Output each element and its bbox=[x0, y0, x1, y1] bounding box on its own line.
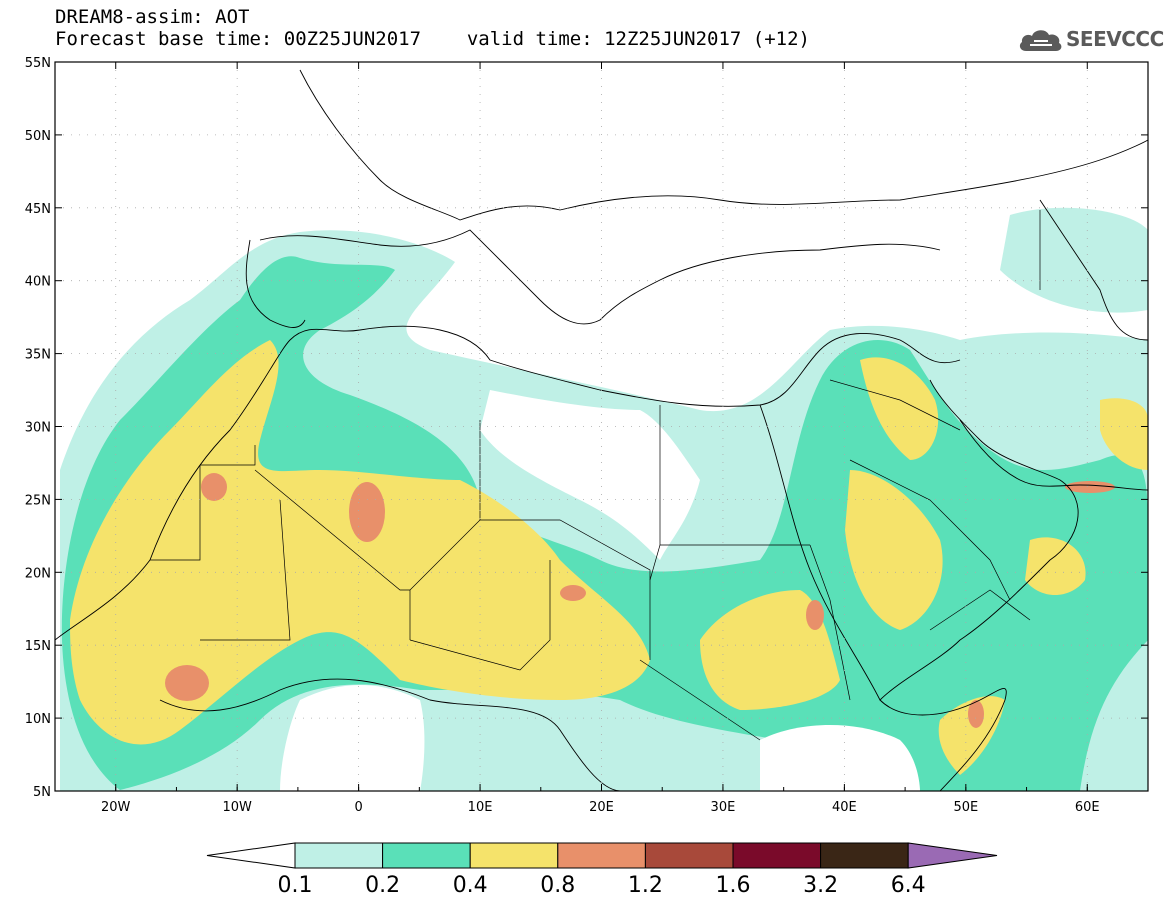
lon-tick-label: 40E bbox=[832, 800, 857, 815]
lat-tick-label: 25N bbox=[25, 493, 51, 508]
valid-time: valid time: 12Z25JUN2017 (+12) bbox=[466, 28, 810, 50]
colorbar-level-label: 6.4 bbox=[891, 873, 926, 898]
aot-shading bbox=[60, 207, 1148, 791]
coastlines bbox=[55, 69, 1148, 791]
colorbar-level-label: 0.1 bbox=[278, 873, 313, 898]
colorbar-level-label: 0.8 bbox=[540, 873, 575, 898]
cloud-icon bbox=[1019, 30, 1062, 51]
aot-band-0.8-mali bbox=[349, 482, 385, 542]
colorbar-level-label: 1.6 bbox=[716, 873, 751, 898]
aot-colorbar: 0.1 0.2 0.4 0.8 1.2 1.6 3.2 6.4 bbox=[206, 842, 998, 898]
colorbar-level-label: 3.2 bbox=[803, 873, 838, 898]
aot-band-0.4-somalia bbox=[938, 696, 1005, 775]
aot-band-0.8-somalia bbox=[968, 700, 984, 728]
lon-tick-label: 60E bbox=[1075, 800, 1100, 815]
borders bbox=[150, 210, 1041, 741]
aot-band-0.4-iraq bbox=[860, 357, 939, 460]
lat-tick-label: 50N bbox=[25, 129, 51, 144]
lat-tick-label: 15N bbox=[25, 639, 51, 654]
colorbar-swatch bbox=[382, 842, 471, 869]
colorbar-swatch bbox=[644, 842, 734, 869]
colorbar-swatch bbox=[732, 842, 822, 869]
colorbar-swatch bbox=[469, 842, 559, 869]
aot-band-0.8-eritrea bbox=[806, 600, 824, 630]
logo-text: SEEVCCC bbox=[1066, 27, 1164, 51]
colorbar-over-arrow bbox=[907, 842, 998, 869]
lat-tick-label: 5N bbox=[33, 785, 51, 800]
colorbar-swatch bbox=[294, 842, 384, 869]
map-axes: 55N 50N 45N 40N 35N 30N 25N 20N 15N 10N 5N 20W 10W 0 1… bbox=[25, 56, 1149, 815]
aot-clear-sahel bbox=[280, 685, 425, 791]
aot-band-0.8-guinea bbox=[165, 665, 209, 701]
aot-band-0.8-iran bbox=[1065, 481, 1115, 493]
forecast-base-time: Forecast base time: 00Z25JUN2017 bbox=[55, 28, 422, 50]
lon-tick-label: 20E bbox=[589, 800, 614, 815]
aot-band-0.1-caspian bbox=[1000, 207, 1148, 313]
lon-tick-label: 0 bbox=[354, 800, 362, 815]
title-line1: DREAM8-assim: AOT bbox=[55, 6, 250, 28]
colorbar-level-label: 1.2 bbox=[628, 873, 663, 898]
lat-tick-label: 40N bbox=[25, 275, 51, 290]
lon-tick-label: 10W bbox=[222, 800, 252, 815]
colorbar-swatch bbox=[820, 842, 909, 869]
aot-clear-eastafrica bbox=[760, 725, 920, 791]
colorbar-swatch bbox=[557, 842, 646, 869]
lat-tick-label: 30N bbox=[25, 421, 51, 436]
colorbar-under-arrow bbox=[206, 842, 296, 869]
lat-tick-label: 45N bbox=[25, 202, 51, 217]
lon-tick-label: 10E bbox=[468, 800, 493, 815]
lat-tick-label: 35N bbox=[25, 348, 51, 363]
aot-band-0.8-chad bbox=[560, 585, 586, 601]
lon-tick-label: 20W bbox=[101, 800, 131, 815]
lat-tick-label: 10N bbox=[25, 712, 51, 727]
lat-tick-label: 20N bbox=[25, 566, 51, 581]
lon-tick-label: 30E bbox=[711, 800, 736, 815]
lat-tick-label: 55N bbox=[25, 56, 51, 71]
aot-band-0.4-iran bbox=[1100, 398, 1148, 470]
aot-band-0.4-sudan bbox=[700, 590, 840, 710]
aot-band-0.8-sahara bbox=[201, 473, 227, 501]
map-title: DREAM8-assim: AOT Forecast base time: 00… bbox=[55, 6, 810, 50]
aot-band-0.4-arabia bbox=[845, 470, 943, 630]
seevccc-logo: SEEVCCC bbox=[1018, 22, 1164, 58]
aot-band-0.4-west bbox=[70, 340, 650, 745]
aot-band-0.4-oman bbox=[1025, 537, 1086, 595]
colorbar-level-label: 0.2 bbox=[365, 873, 400, 898]
aot-clear-libya bbox=[480, 390, 700, 560]
lon-tick-label: 50E bbox=[953, 800, 978, 815]
colorbar-level-label: 0.4 bbox=[453, 873, 488, 898]
